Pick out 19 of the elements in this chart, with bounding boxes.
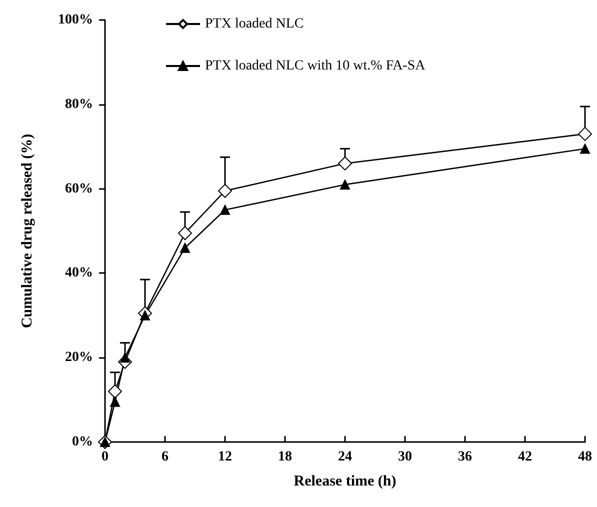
x-tick-label: 42 — [518, 450, 532, 464]
y-tick-label: 100% — [58, 12, 93, 28]
y-axis-title: Cumulative drug released (%) — [20, 134, 36, 328]
y-tick-label: 20% — [65, 350, 93, 366]
legend-label: PTX loaded NLC with 10 wt.% FA-SA — [205, 58, 426, 74]
y-tick-label: 40% — [65, 266, 93, 281]
x-tick-label: 30 — [398, 450, 412, 464]
x-tick-label: 24 — [338, 450, 352, 464]
legend-label: PTX loaded NLC — [205, 16, 304, 32]
x-tick-label: 12 — [218, 450, 232, 464]
x-tick-label: 48 — [578, 450, 592, 464]
y-tick-label: 0% — [72, 434, 93, 450]
x-tick-label: 6 — [162, 450, 168, 464]
x-tick-label: 0 — [102, 450, 108, 464]
x-axis-title: Release time (h) — [294, 474, 396, 490]
x-tick-label: 36 — [458, 450, 472, 464]
y-tick-label: 60% — [65, 181, 93, 196]
x-tick-label: 18 — [278, 450, 292, 464]
y-tick-label: 80% — [65, 96, 93, 112]
